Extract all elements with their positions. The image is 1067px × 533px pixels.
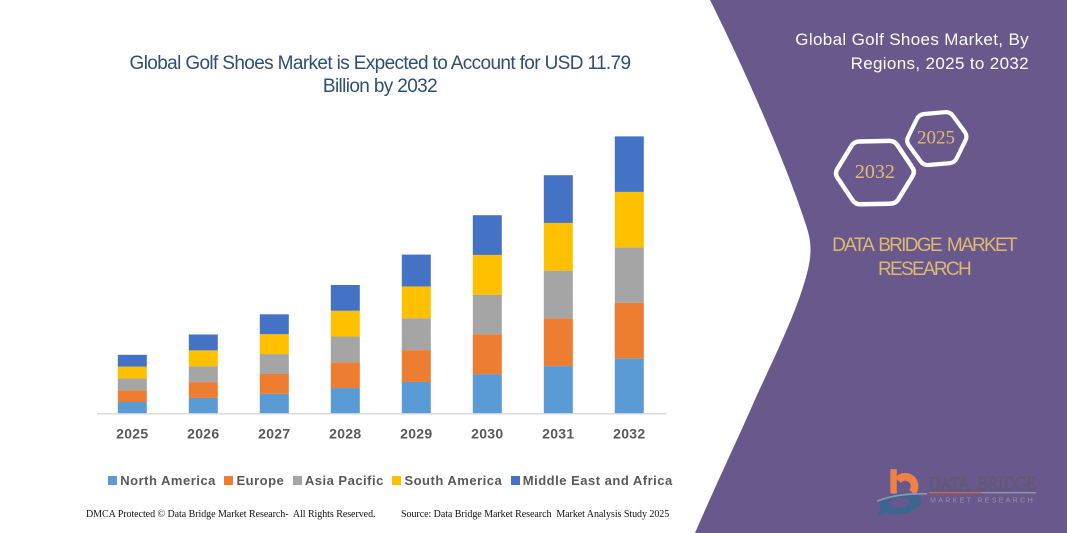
svg-text:2031: 2031 — [542, 426, 574, 442]
svg-text:2027: 2027 — [258, 426, 290, 442]
svg-text:DATA BRIDGE: DATA BRIDGE — [929, 473, 1036, 495]
svg-text:2025: 2025 — [917, 128, 955, 149]
svg-text:MARKET RESEARCH: MARKET RESEARCH — [930, 496, 1035, 505]
svg-text:2028: 2028 — [329, 426, 361, 442]
svg-text:2025: 2025 — [116, 426, 148, 442]
svg-text:2026: 2026 — [187, 426, 219, 442]
svg-text:2030: 2030 — [471, 426, 503, 442]
svg-text:2029: 2029 — [400, 426, 432, 442]
svg-text:2032: 2032 — [613, 426, 645, 442]
svg-text:2032: 2032 — [855, 161, 895, 183]
